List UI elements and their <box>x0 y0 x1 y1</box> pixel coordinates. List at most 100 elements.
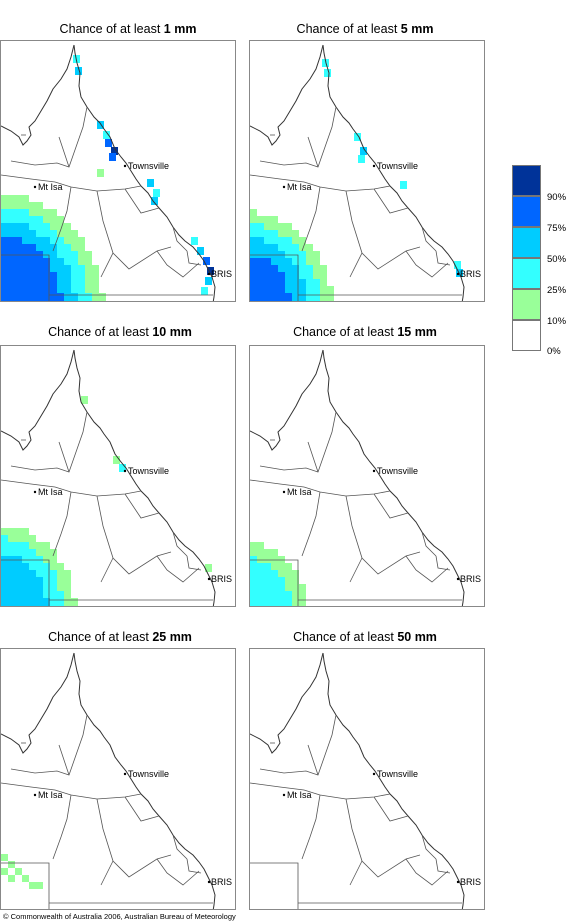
place-label-townsville: Townsville <box>377 769 418 779</box>
rain-cell <box>64 258 71 265</box>
title-prefix: Chance of at least <box>296 22 401 36</box>
rain-cell <box>306 251 313 258</box>
rain-cell <box>250 542 257 549</box>
rain-cell <box>29 300 36 301</box>
rain-cell <box>15 230 22 237</box>
rain-cell <box>50 272 57 279</box>
rain-cell <box>15 535 22 542</box>
rain-cell <box>50 293 57 300</box>
rain-cell <box>57 300 64 301</box>
rain-cell <box>327 293 334 300</box>
map-25mm: Townsville Mt Isa BRIS <box>0 648 236 910</box>
gulf-coastline <box>1 652 75 754</box>
rain-cell <box>43 584 50 591</box>
boundaries <box>250 44 465 301</box>
rain-cell <box>64 251 71 258</box>
rain-cell <box>257 549 264 556</box>
rain-cell <box>278 244 285 251</box>
place-label-townsville: Townsville <box>377 466 418 476</box>
rain-cell <box>71 279 78 286</box>
rain-cell <box>299 237 306 244</box>
rain-cell <box>36 300 43 301</box>
district-boundary <box>373 493 409 519</box>
rain-cell <box>92 300 99 301</box>
rain-cell <box>271 251 278 258</box>
place-label-townsville: Townsville <box>377 161 418 171</box>
district-boundary <box>186 555 202 571</box>
rain-cell <box>1 216 8 223</box>
place-marker <box>282 793 286 797</box>
rain-cell <box>306 293 313 300</box>
panel-title-50mm: Chance of at least 50 mm <box>245 630 485 644</box>
rain-cell <box>299 584 306 591</box>
place-label-brisbane: BRIS <box>460 269 481 279</box>
district-boundary <box>156 555 200 583</box>
place-label-townsville: Townsville <box>128 769 169 779</box>
rain-cell <box>15 528 22 535</box>
place-marker <box>123 772 127 776</box>
district-boundary <box>250 254 299 301</box>
rain-cell <box>292 279 299 286</box>
district-boundary <box>172 834 188 860</box>
rain-cell <box>1 244 8 251</box>
district-boundary <box>58 441 70 473</box>
rain-cell <box>1 279 8 286</box>
rain-cell <box>36 258 43 265</box>
rain-cell <box>64 244 71 251</box>
rain-cell <box>250 584 257 591</box>
rain-cell <box>109 153 116 161</box>
rain-cell <box>64 272 71 279</box>
coastline <box>73 652 216 909</box>
rain-cell <box>50 556 57 563</box>
rain-cell <box>278 577 285 584</box>
rain-cell <box>15 265 22 272</box>
rain-cell <box>8 293 15 300</box>
rain-cell <box>1 230 8 237</box>
rain-cell <box>50 549 57 556</box>
rain-cell <box>57 293 64 300</box>
rain-cell <box>313 258 320 265</box>
rain-cell <box>271 237 278 244</box>
rain-cell <box>92 265 99 272</box>
rain-cell <box>57 258 64 265</box>
rain-cell <box>250 209 257 216</box>
rain-cell <box>299 251 306 258</box>
rain-cell <box>250 258 257 265</box>
rain-cell <box>250 293 257 300</box>
rain-cell <box>264 272 271 279</box>
rain-cell <box>22 570 29 577</box>
rain-cell <box>8 300 15 301</box>
rain-cell <box>85 272 92 279</box>
rain-cell <box>271 584 278 591</box>
rain-cell <box>75 67 82 75</box>
rain-cell <box>119 464 126 472</box>
district-boundary <box>421 834 437 860</box>
rain-cell <box>71 300 78 301</box>
rain-cell <box>250 244 257 251</box>
rain-cell <box>64 279 71 286</box>
rain-cell <box>85 279 92 286</box>
rain-cell <box>29 598 36 605</box>
rain-cell <box>29 202 36 209</box>
rain-cell <box>299 598 306 605</box>
place-marker <box>456 880 460 884</box>
rain-cell <box>257 542 264 549</box>
rain-cell <box>285 279 292 286</box>
rain-cell <box>313 286 320 293</box>
rain-cell <box>78 272 85 279</box>
rain-cell <box>15 868 22 875</box>
rain-cell <box>1 528 8 535</box>
rain-cell <box>15 584 22 591</box>
boundaries <box>250 349 465 606</box>
legend-label-50: 50% <box>547 254 567 265</box>
rain-cell <box>264 300 271 301</box>
rain-cell <box>313 279 320 286</box>
rain-cell <box>250 556 257 563</box>
rain-cell <box>22 279 29 286</box>
rain-cell <box>22 202 29 209</box>
rain-cell <box>271 577 278 584</box>
district-boundary <box>421 226 437 252</box>
rain-cell <box>201 287 208 295</box>
rain-cell <box>43 570 50 577</box>
rain-cell <box>36 570 43 577</box>
